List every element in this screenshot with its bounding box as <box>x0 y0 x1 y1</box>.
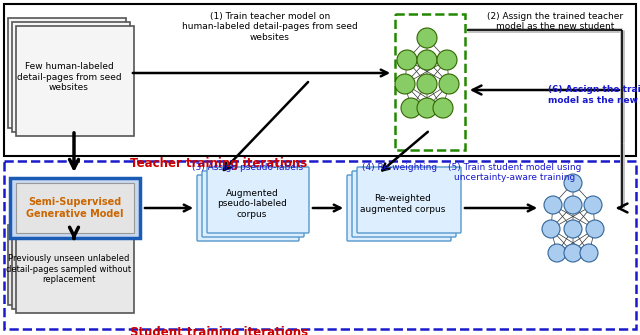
Bar <box>12 22 130 132</box>
Text: (3) Assign pseudo-labels: (3) Assign pseudo-labels <box>193 163 303 172</box>
Text: Augmented
pseudo-labeled
corpus: Augmented pseudo-labeled corpus <box>217 189 287 219</box>
FancyBboxPatch shape <box>202 171 304 237</box>
Circle shape <box>586 220 604 238</box>
Circle shape <box>437 50 457 70</box>
Bar <box>10 178 140 238</box>
Text: Student training iterations: Student training iterations <box>130 326 308 335</box>
Circle shape <box>564 244 582 262</box>
Text: Semi-Supervised
Generative Model: Semi-Supervised Generative Model <box>26 197 124 219</box>
Bar <box>16 183 134 233</box>
FancyBboxPatch shape <box>197 175 299 241</box>
Circle shape <box>417 50 437 70</box>
Text: Teacher training iterations: Teacher training iterations <box>130 157 307 170</box>
Circle shape <box>397 50 417 70</box>
Text: (6) Assign the trained student
model as the new teacher: (6) Assign the trained student model as … <box>548 85 640 105</box>
Circle shape <box>548 244 566 262</box>
Circle shape <box>564 196 582 214</box>
Text: (2) Assign the trained teacher
model as the new student: (2) Assign the trained teacher model as … <box>487 12 623 31</box>
Text: (5) Train student model using
uncertainty-aware training: (5) Train student model using uncertaint… <box>448 163 582 182</box>
Text: Few human-labeled
detail-pages from seed
websites: Few human-labeled detail-pages from seed… <box>17 62 122 92</box>
Circle shape <box>395 74 415 94</box>
Bar <box>16 26 134 136</box>
Circle shape <box>401 98 421 118</box>
Circle shape <box>584 196 602 214</box>
Bar <box>4 161 636 329</box>
FancyBboxPatch shape <box>357 167 461 233</box>
Circle shape <box>544 196 562 214</box>
Bar <box>8 225 126 305</box>
Circle shape <box>542 220 560 238</box>
Circle shape <box>417 98 437 118</box>
Text: Re-weighted
augmented corpus: Re-weighted augmented corpus <box>360 194 445 214</box>
Circle shape <box>564 174 582 192</box>
Circle shape <box>580 244 598 262</box>
Text: (4) Re-weighting: (4) Re-weighting <box>362 163 438 172</box>
Circle shape <box>417 74 437 94</box>
Circle shape <box>433 98 453 118</box>
Text: Previously unseen unlabeled
detail-pages sampled without
replacement: Previously unseen unlabeled detail-pages… <box>6 254 132 284</box>
Bar <box>8 18 126 128</box>
Bar <box>395 14 465 150</box>
FancyBboxPatch shape <box>352 171 456 237</box>
FancyBboxPatch shape <box>207 167 309 233</box>
FancyBboxPatch shape <box>347 175 451 241</box>
Bar <box>4 4 636 156</box>
Text: (1) Train teacher model on
human-labeled detail-pages from seed
websites: (1) Train teacher model on human-labeled… <box>182 12 358 42</box>
Circle shape <box>439 74 459 94</box>
Circle shape <box>417 28 437 48</box>
Circle shape <box>564 220 582 238</box>
Bar <box>12 229 130 309</box>
Bar <box>16 233 134 313</box>
